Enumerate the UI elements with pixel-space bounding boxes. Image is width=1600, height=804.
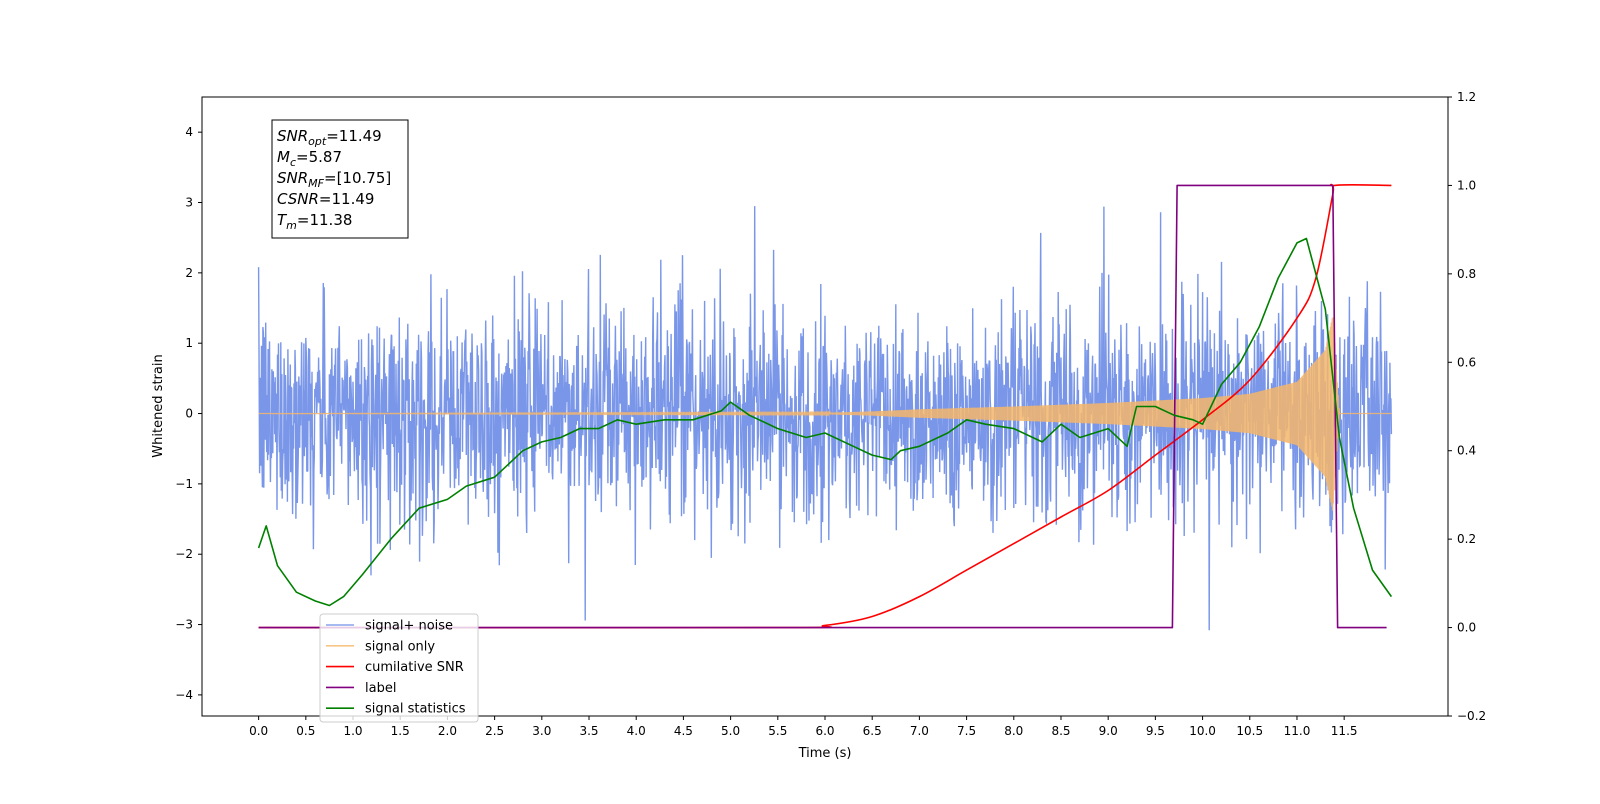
series-signal-noise-line — [257, 206, 1393, 631]
plot-area — [257, 183, 1393, 631]
series-signal-statistics-line — [257, 237, 1393, 607]
x-tick-label: 9.0 — [1099, 724, 1118, 738]
series-label-line — [258, 184, 1387, 629]
annotation-frame — [271, 119, 409, 239]
y-right-tick-label: 0.2 — [1457, 532, 1476, 546]
y-left-tick-label: 2 — [185, 266, 193, 280]
x-tick-label: 10.0 — [1189, 724, 1216, 738]
x-tick-label: 5.5 — [768, 724, 787, 738]
x-tick-label: 1.5 — [391, 724, 410, 738]
x-tick-label: 6.0 — [815, 724, 834, 738]
legend-label: signal+ noise — [365, 619, 453, 634]
y-left-tick-label: −3 — [175, 618, 193, 632]
x-tick-label: 3.0 — [532, 724, 551, 738]
y-left-tick-label: 0 — [185, 407, 193, 421]
y-right-tick-label: −0.2 — [1457, 709, 1486, 723]
x-tick-label: 2.0 — [438, 724, 457, 738]
series-signal-only-line — [258, 317, 1392, 511]
x-tick-label: 0.5 — [296, 724, 315, 738]
y-right-tick-label: 0.8 — [1457, 267, 1476, 281]
x-tick-label: 4.5 — [674, 724, 693, 738]
x-tick-label: 5.0 — [721, 724, 740, 738]
x-tick-label: 4.0 — [627, 724, 646, 738]
x-tick-label: 7.5 — [957, 724, 976, 738]
x-tick-label: 8.0 — [1004, 724, 1023, 738]
y-right-tick-label: 0.6 — [1457, 355, 1476, 369]
y-left-tick-label: 3 — [185, 196, 193, 210]
legend-frame — [319, 613, 479, 723]
annotation-line: Mc=5.87 — [277, 148, 342, 169]
legend-label: cumilative SNR — [365, 660, 464, 675]
legend-label: signal only — [365, 639, 435, 654]
legend-label: label — [365, 681, 396, 696]
y-axis-left: 4 3 2 1 0 −1 −2 −3 −4 — [175, 125, 202, 702]
y-left-tick-label: −4 — [175, 688, 193, 702]
x-tick-label: 7.0 — [910, 724, 929, 738]
y-right-tick-label: 1.2 — [1457, 90, 1476, 104]
y-axis-right: 1.2 1.0 0.8 0.6 0.4 0.2 0.0 −0.2 — [1448, 90, 1486, 723]
annotation-line: CSNR=11.49 — [277, 190, 374, 208]
x-tick-label: 2.5 — [485, 724, 504, 738]
x-tick-label: 6.5 — [863, 724, 882, 738]
y-right-tick-label: 0.0 — [1457, 621, 1476, 635]
x-tick-label: 11.0 — [1284, 724, 1311, 738]
x-tick-label: 9.5 — [1146, 724, 1165, 738]
y-axis-label: Whitened strain — [151, 354, 166, 457]
y-right-tick-label: 1.0 — [1457, 178, 1476, 192]
x-tick-label: 10.5 — [1236, 724, 1263, 738]
annotation-line: SNRopt=11.49 — [277, 127, 382, 148]
annotation-line: Tm=11.38 — [277, 211, 352, 232]
y-left-tick-label: −2 — [175, 547, 193, 561]
legend-label: signal statistics — [365, 702, 466, 717]
x-tick-label: 0.0 — [249, 724, 268, 738]
legend: signal+ noise signal only cumilative SNR la… — [319, 613, 479, 723]
y-right-tick-label: 0.4 — [1457, 444, 1476, 458]
x-tick-label: 3.5 — [579, 724, 598, 738]
x-tick-label: 8.5 — [1051, 724, 1070, 738]
stats-annotation: SNRopt=11.49Mc=5.87SNRMF=[10.75]CSNR=11.… — [271, 119, 409, 239]
y-left-tick-label: 4 — [185, 125, 193, 139]
x-tick-label: 11.5 — [1331, 724, 1358, 738]
x-axis-label: Time (s) — [798, 746, 852, 761]
x-tick-label: 1.0 — [343, 724, 362, 738]
y-left-tick-label: 1 — [185, 336, 193, 350]
x-axis: 0.0 0.5 1.0 1.5 2.0 2.5 3.0 3.5 4.0 4.5 5.0 5.5 6.0 6… — [249, 716, 1358, 738]
annotation-line: SNRMF=[10.75] — [277, 169, 391, 190]
y-left-tick-label: −1 — [175, 477, 193, 491]
